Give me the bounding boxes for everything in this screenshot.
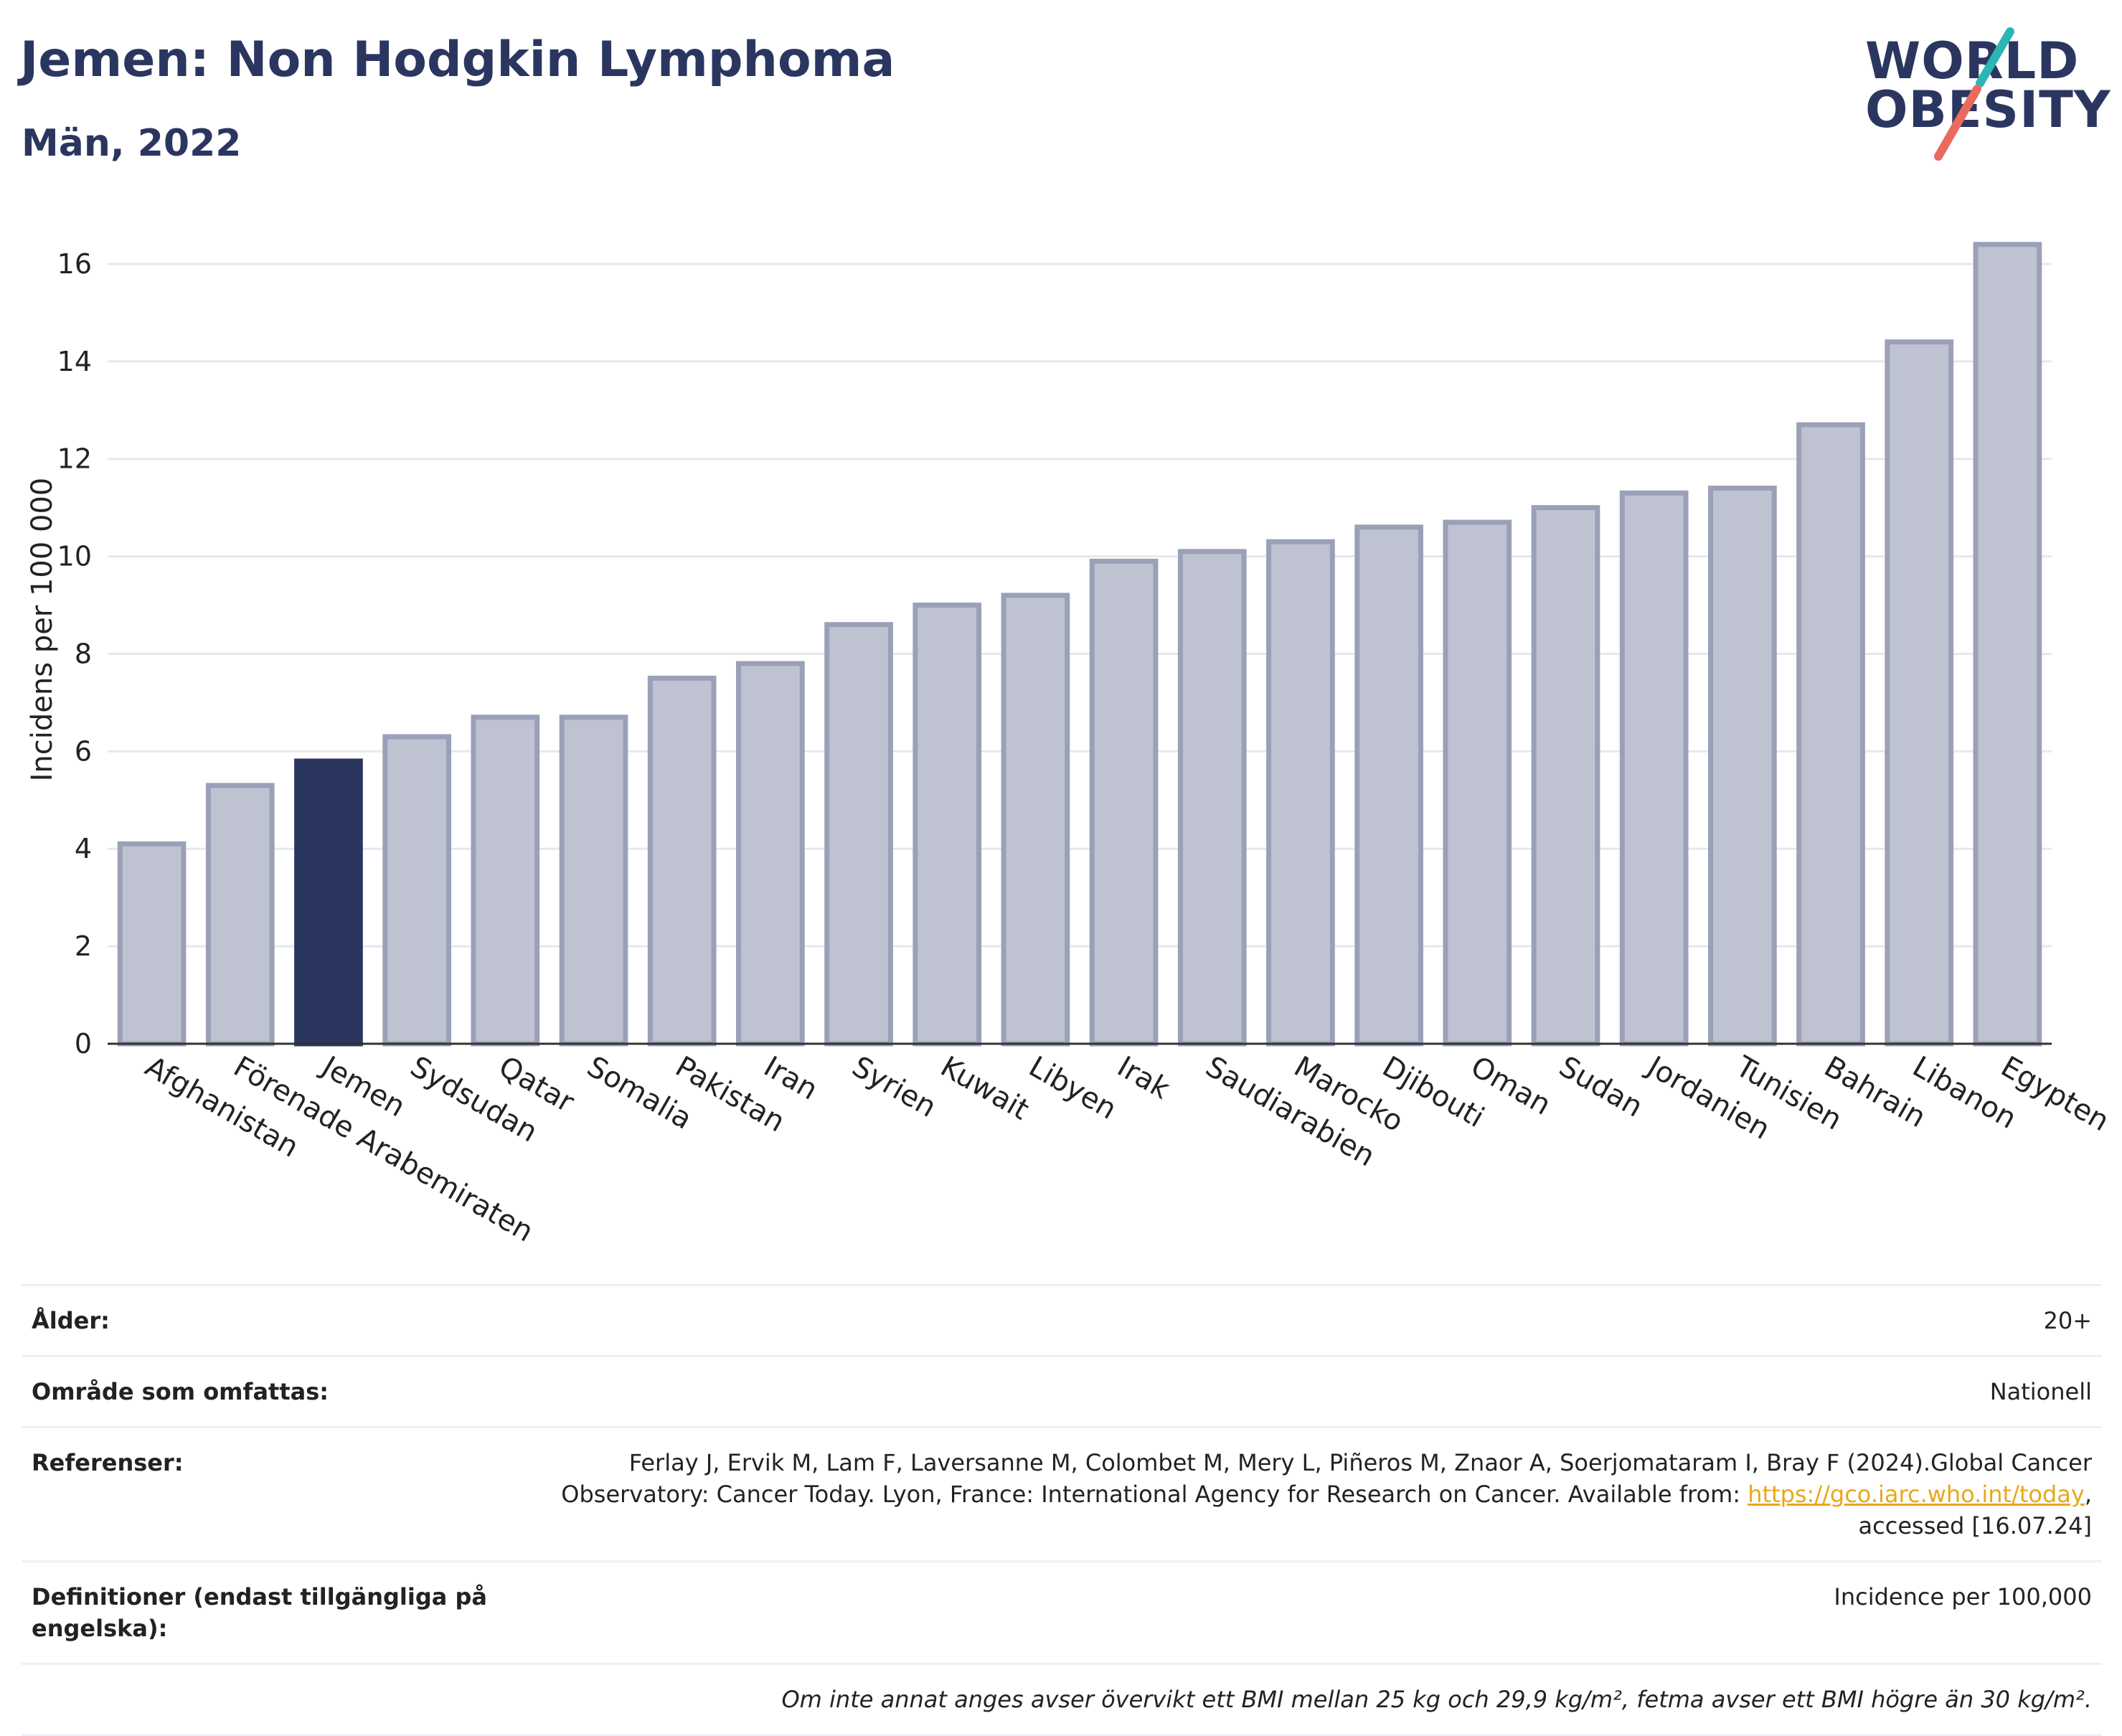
y-tick-label: 10	[57, 541, 92, 572]
references-link[interactable]: https://gco.iarc.who.int/today	[1748, 1481, 2085, 1508]
x-tick-label: Libyen	[1023, 1050, 1122, 1126]
y-tick-label: 12	[57, 443, 92, 475]
logo-slash-icon	[1934, 27, 2014, 161]
bar	[824, 622, 893, 1047]
age-value: 20+	[2043, 1307, 2092, 1334]
info-table: Ålder: 20+ Område som omfattas: Nationel…	[22, 1284, 2102, 1736]
bar	[382, 734, 451, 1047]
references-text-1: Ferlay J, Ervik M, Lam F, Laversanne M, …	[561, 1449, 2092, 1508]
x-tick-label: Sudan	[1554, 1050, 1649, 1124]
y-axis-label: Incidens per 100 000	[26, 478, 59, 782]
y-tick-label: 16	[57, 248, 92, 280]
y-tick-label: 14	[57, 346, 92, 377]
definitions-label: Definitioner (endast tillgängliga på eng…	[32, 1583, 487, 1642]
bar	[736, 661, 805, 1047]
bar	[1619, 490, 1689, 1047]
area-value: Nationell	[1989, 1378, 2092, 1405]
bar	[1796, 422, 1865, 1047]
bar	[1177, 549, 1247, 1047]
bar	[205, 783, 275, 1047]
bar	[1973, 242, 2042, 1047]
bar	[1708, 485, 1777, 1047]
bar	[1443, 519, 1512, 1047]
bar	[647, 675, 717, 1047]
bar	[471, 714, 540, 1047]
bar	[294, 758, 363, 1047]
references-text-2: , accessed [16.07.24]	[1858, 1481, 2092, 1539]
age-label: Ålder:	[32, 1307, 110, 1334]
x-tick-label: Syrien	[847, 1050, 942, 1124]
info-row-references: Referenser: Ferlay J, Ervik M, Lam F, La…	[22, 1426, 2102, 1560]
info-row-note: Om inte annat anges avser övervikt ett B…	[22, 1663, 2102, 1736]
logo-line-1: WORLD	[1865, 32, 2080, 90]
bar	[913, 603, 982, 1047]
info-row-definitions: Definitioner (endast tillgängliga på eng…	[22, 1560, 2102, 1663]
y-tick-label: 4	[75, 833, 92, 864]
references-value: Ferlay J, Ervik M, Lam F, Laversanne M, …	[542, 1447, 2092, 1542]
y-tick-label: 0	[75, 1028, 92, 1060]
y-tick-label: 8	[75, 638, 92, 669]
chart-subtitle: Män, 2022	[22, 122, 242, 165]
bar	[1354, 524, 1423, 1047]
x-tick-label: Kuwait	[935, 1050, 1034, 1127]
bar	[1001, 593, 1070, 1047]
definitions-value: Incidence per 100,000	[1834, 1583, 2092, 1610]
chart-title: Jemen: Non Hodgkin Lymphoma	[20, 32, 895, 88]
bmi-note: Om inte annat anges avser övervikt ett B…	[781, 1686, 2092, 1713]
y-tick-label: 2	[75, 930, 92, 962]
info-row-age: Ålder: 20+	[22, 1284, 2102, 1355]
info-row-area: Område som omfattas: Nationell	[22, 1355, 2102, 1426]
bar	[1266, 539, 1335, 1047]
y-tick-label: 6	[75, 735, 92, 767]
bar	[1885, 339, 1954, 1047]
bar	[559, 714, 628, 1047]
bar	[117, 841, 187, 1047]
x-tick-label: Egypten	[1995, 1050, 2114, 1138]
bar	[1531, 505, 1600, 1047]
world-obesity-logo: WORLD OBESITY	[1865, 27, 2111, 161]
area-label: Område som omfattas:	[32, 1378, 329, 1405]
bar	[1089, 558, 1159, 1047]
logo-line-2: OBESITY	[1865, 80, 2111, 139]
references-label: Referenser:	[32, 1449, 184, 1476]
